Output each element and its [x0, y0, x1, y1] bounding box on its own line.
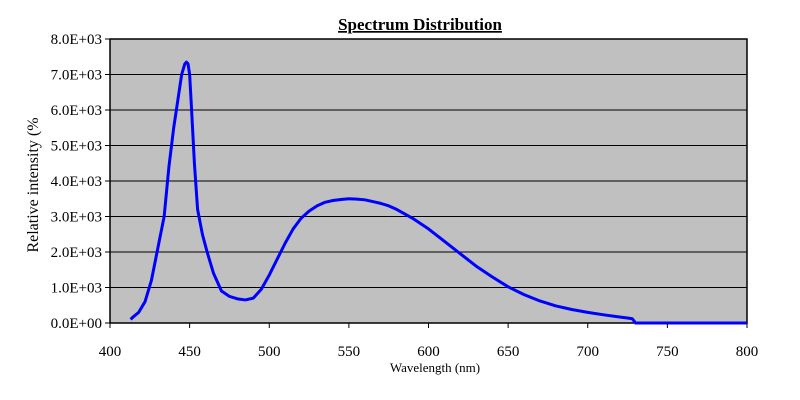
y-tick-label: 7.0E+03	[51, 68, 102, 84]
x-tick-label: 600	[417, 344, 440, 360]
x-axis-label: Wavelength (nm)	[390, 360, 480, 375]
x-axis-ticks: 400 450 500 550 600 650 700 750 800	[99, 323, 759, 360]
x-tick-label: 650	[497, 344, 520, 360]
chart-title: Spectrum Distribution	[338, 15, 502, 34]
y-tick-label: 5.0E+03	[51, 139, 102, 155]
y-tick-label: 2.0E+03	[51, 245, 102, 261]
y-tick-label: 8.0E+03	[51, 32, 102, 48]
x-tick-label: 800	[736, 344, 759, 360]
x-tick-label: 550	[338, 344, 361, 360]
x-tick-label: 750	[656, 344, 679, 360]
y-tick-label: 6.0E+03	[51, 103, 102, 119]
spectrum-line	[129, 60, 747, 325]
y-axis-ticks: 0.0E+00 1.0E+03 2.0E+03 3.0E+03 4.0E+03 5.0E+…	[51, 32, 110, 332]
x-tick-label: 500	[258, 344, 281, 360]
grid-lines	[110, 74, 747, 288]
x-tick-label: 450	[178, 344, 201, 360]
y-axis-label: Relative intensity (%	[25, 117, 42, 252]
y-tick-label: 4.0E+03	[51, 174, 102, 190]
x-tick-label: 400	[99, 344, 122, 360]
x-tick-label: 700	[577, 344, 600, 360]
y-tick-label: 3.0E+03	[51, 210, 102, 226]
y-tick-label: 0.0E+00	[51, 316, 102, 332]
y-tick-label: 1.0E+03	[51, 281, 102, 297]
